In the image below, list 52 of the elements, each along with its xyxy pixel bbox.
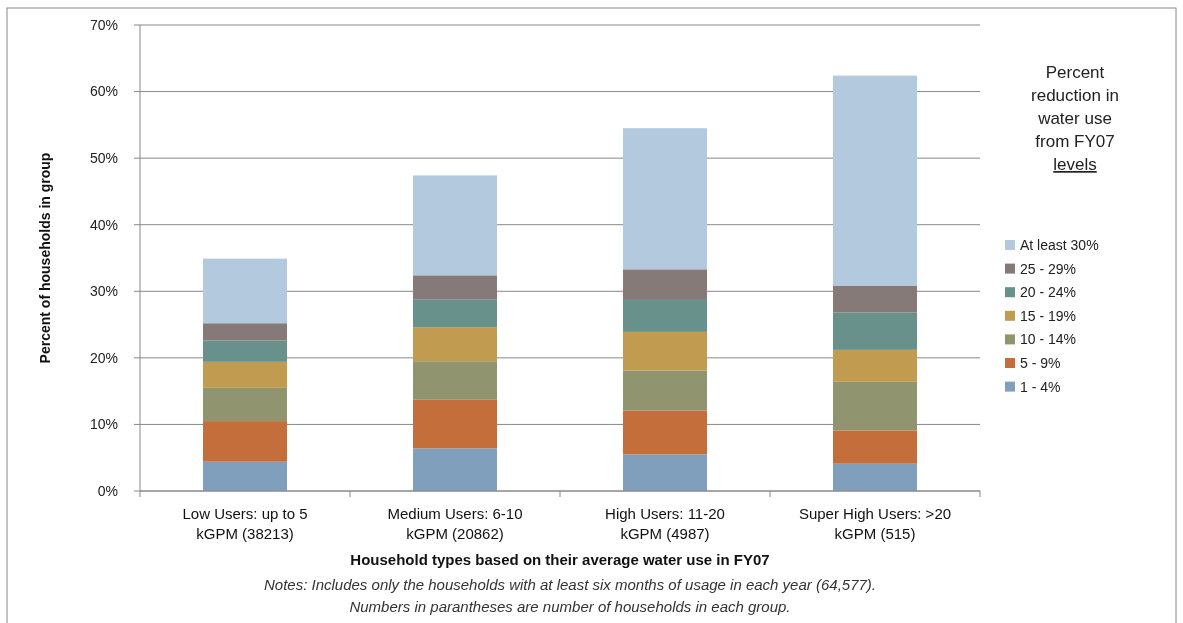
- y-tick-label: 40%: [89, 216, 118, 233]
- legend-label: 1 - 4%: [1020, 378, 1061, 395]
- bar: [623, 128, 707, 270]
- bar: [833, 312, 917, 350]
- bar: [833, 75, 917, 286]
- bar: [413, 299, 497, 328]
- legend-label: 20 - 24%: [1020, 284, 1077, 301]
- bar: [413, 327, 497, 362]
- legend-label: 5 - 9%: [1020, 354, 1061, 371]
- y-tick-label: 10%: [89, 416, 118, 433]
- y-tick-label: 0%: [97, 482, 118, 499]
- bar: [833, 285, 917, 313]
- y-tick-label: 70%: [89, 16, 118, 33]
- bar: [623, 370, 707, 411]
- y-axis-title: Percent of households in group: [37, 152, 53, 364]
- x-tick-label: Low Users: up to 5 kGPM (38213): [182, 505, 308, 542]
- legend-label: 10 - 14%: [1020, 331, 1077, 348]
- bar: [833, 430, 917, 464]
- bar: [623, 269, 707, 300]
- y-tick-label: 30%: [89, 283, 118, 300]
- bar: [203, 323, 287, 341]
- legend-label: 15 - 19%: [1020, 307, 1077, 324]
- x-tick-label: High Users: 11-20 kGPM (4987): [605, 505, 725, 542]
- bar: [203, 461, 287, 491]
- y-tick-label: 20%: [89, 349, 118, 366]
- bar: [833, 381, 917, 431]
- x-tick-label: Medium Users: 6-10 kGPM (20862): [387, 505, 523, 542]
- bar: [623, 331, 707, 371]
- x-tick-label: Super High Users: >20 kGPM (515): [798, 505, 952, 542]
- legend-label: 25 - 29%: [1020, 260, 1077, 277]
- x-axis-title: Household types based on their average water use in FY07: [350, 551, 770, 568]
- bar: [623, 454, 707, 491]
- bar: [623, 410, 707, 455]
- y-tick-label: 60%: [89, 83, 118, 100]
- text: Notes: Includes only the households with at least six months of usage in each year (64,577).: [263, 576, 877, 593]
- bar: [413, 275, 497, 300]
- y-tick-label: 50%: [89, 150, 118, 167]
- bar: [413, 175, 497, 276]
- bar: [203, 387, 287, 422]
- legend-label: At least 30%: [1020, 236, 1099, 253]
- bar: [833, 463, 917, 491]
- bar: [203, 340, 287, 362]
- text: Numbers in parantheses are number of households in each group.: [349, 598, 791, 615]
- bar: [203, 361, 287, 388]
- legend-title: Percent reduction in water use from FY07 levels: [1031, 63, 1119, 174]
- bar: [413, 399, 497, 449]
- bar: [833, 349, 917, 382]
- bar: [413, 448, 497, 491]
- bar: [203, 258, 287, 324]
- bar: [203, 421, 287, 462]
- bar: [413, 361, 497, 400]
- bar: [623, 299, 707, 332]
